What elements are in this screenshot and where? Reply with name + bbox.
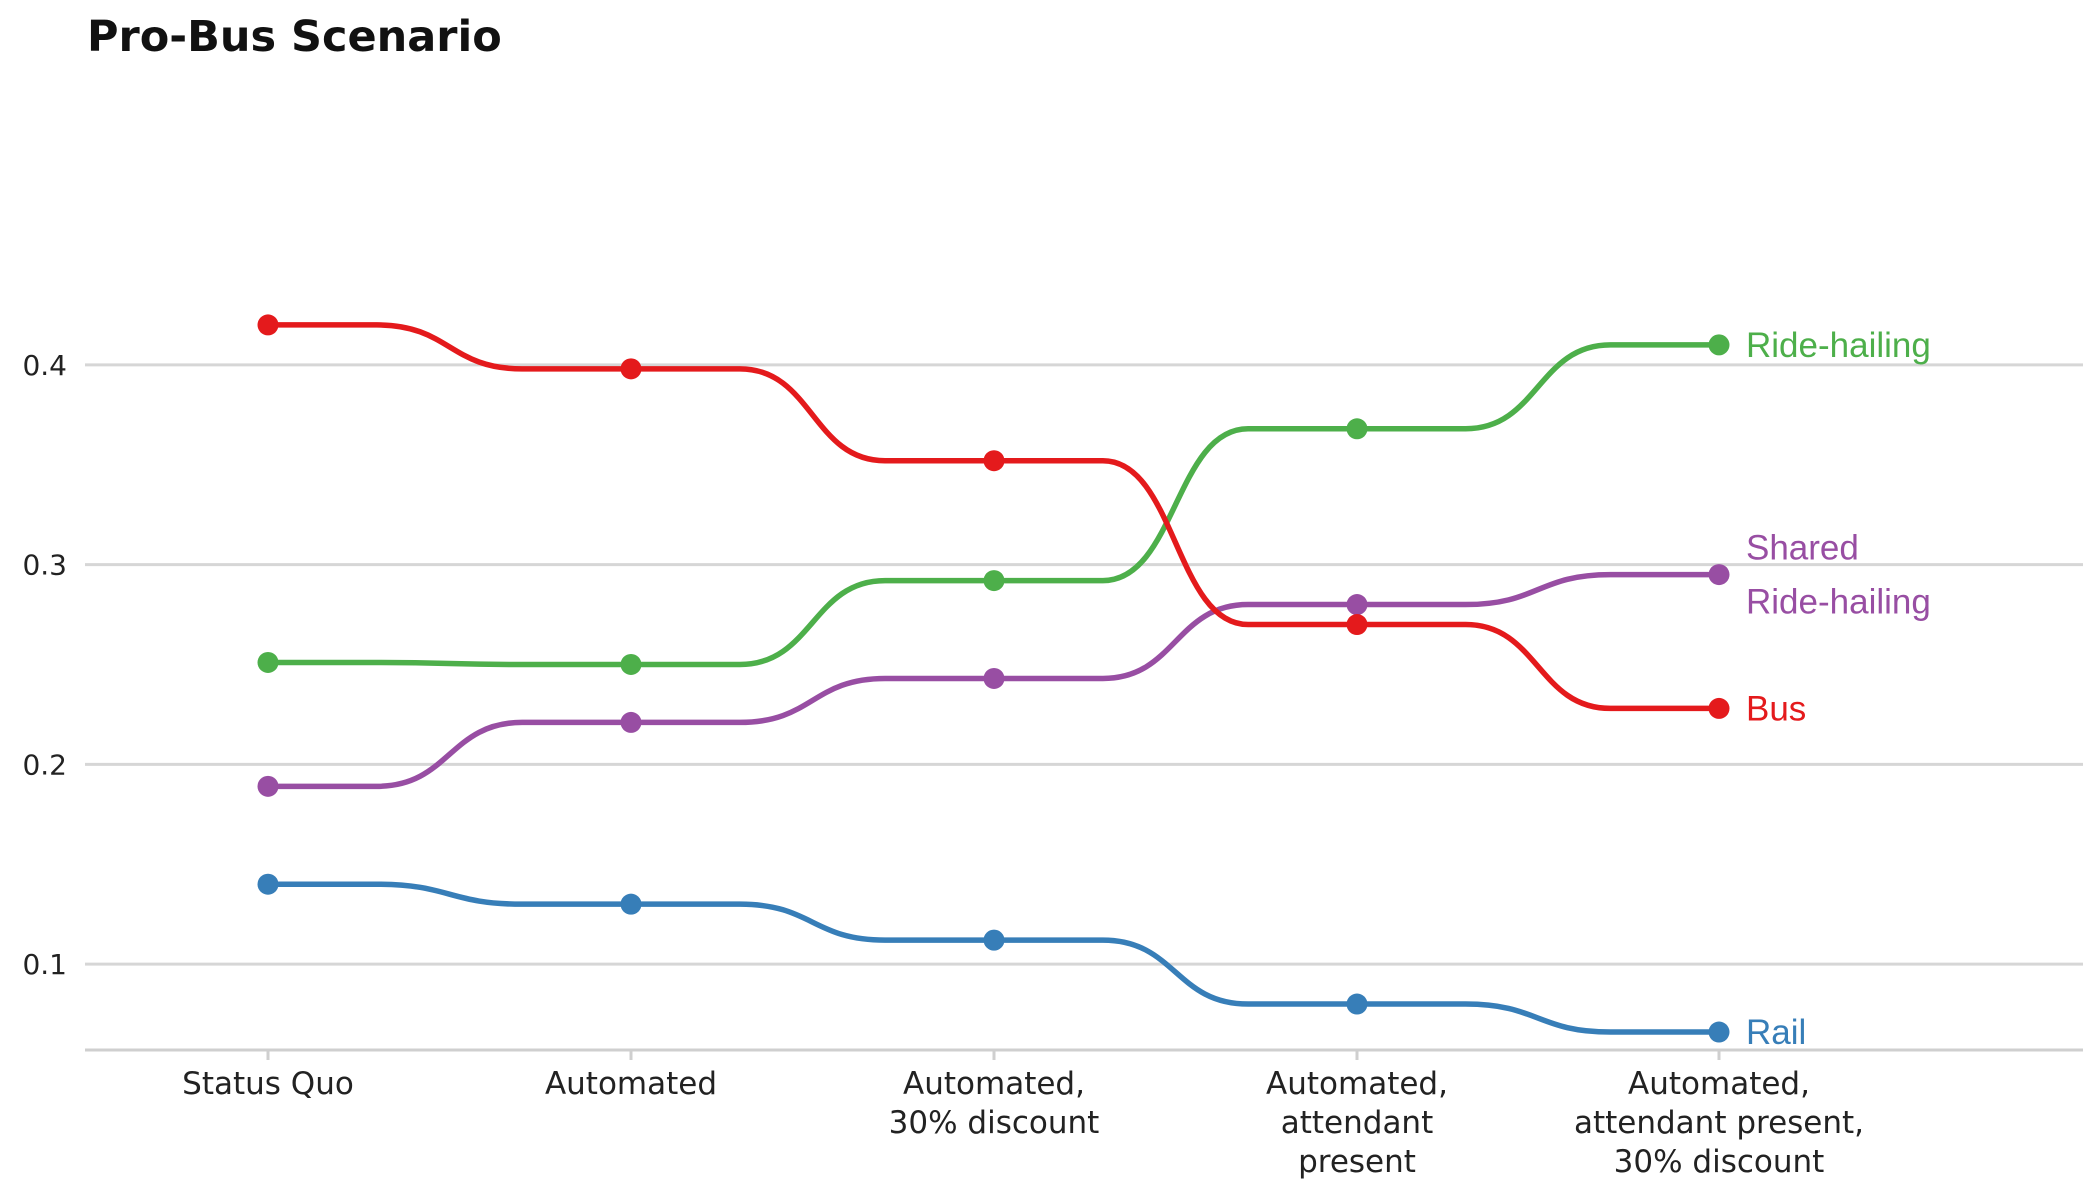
series-lines	[257, 314, 1730, 1043]
data-point	[257, 775, 279, 797]
x-tick-label: Automated, attendant present, 30% discount	[1574, 1066, 1864, 1180]
series-end-label: Rail	[1746, 1013, 1806, 1052]
x-tick-label: Automated, 30% discount	[889, 1066, 1100, 1141]
data-point	[1708, 1021, 1730, 1043]
data-point	[983, 929, 1005, 951]
y-tick-label: 0.1	[22, 948, 67, 981]
data-point	[1708, 334, 1730, 356]
gridlines	[85, 363, 2083, 966]
data-point	[620, 711, 642, 733]
series-line-0	[268, 342, 1719, 668]
series-end-label: Bus	[1746, 689, 1806, 728]
data-point	[620, 358, 642, 380]
series-end-label: Shared Ride-hailing	[1746, 529, 1931, 622]
x-tick-label: Automated	[545, 1066, 717, 1102]
y-tick-label: 0.4	[22, 349, 67, 382]
data-point	[1708, 564, 1730, 586]
x-tick-label: Status Quo	[182, 1066, 354, 1102]
y-axis-ticks: 0.1 0.2 0.3 0.4	[22, 349, 67, 981]
data-point	[257, 651, 279, 673]
data-point	[983, 450, 1005, 472]
series-line-3	[268, 881, 1719, 1035]
x-axis	[85, 1048, 2083, 1060]
data-point	[257, 314, 279, 336]
y-tick-label: 0.2	[22, 748, 67, 781]
chart-title: Pro-Bus Scenario	[87, 12, 502, 62]
data-point	[983, 570, 1005, 592]
data-point	[620, 653, 642, 675]
series-line-2	[268, 322, 1719, 712]
y-tick-label: 0.3	[22, 549, 67, 582]
data-point	[1346, 993, 1368, 1015]
data-point	[1346, 614, 1368, 636]
data-point	[257, 873, 279, 895]
data-point	[1346, 594, 1368, 616]
data-point	[983, 667, 1005, 689]
series-end-labels: Ride-hailing Shared Ride-hailing Bus Rail	[1746, 326, 1931, 1052]
x-tick-label: Automated, attendant present	[1266, 1066, 1448, 1180]
data-point	[1346, 418, 1368, 440]
series-end-label: Ride-hailing	[1746, 326, 1931, 365]
x-axis-ticks: Status Quo Automated Automated, 30% discoun…	[182, 1066, 1864, 1180]
data-point	[620, 893, 642, 915]
data-point	[1708, 697, 1730, 719]
